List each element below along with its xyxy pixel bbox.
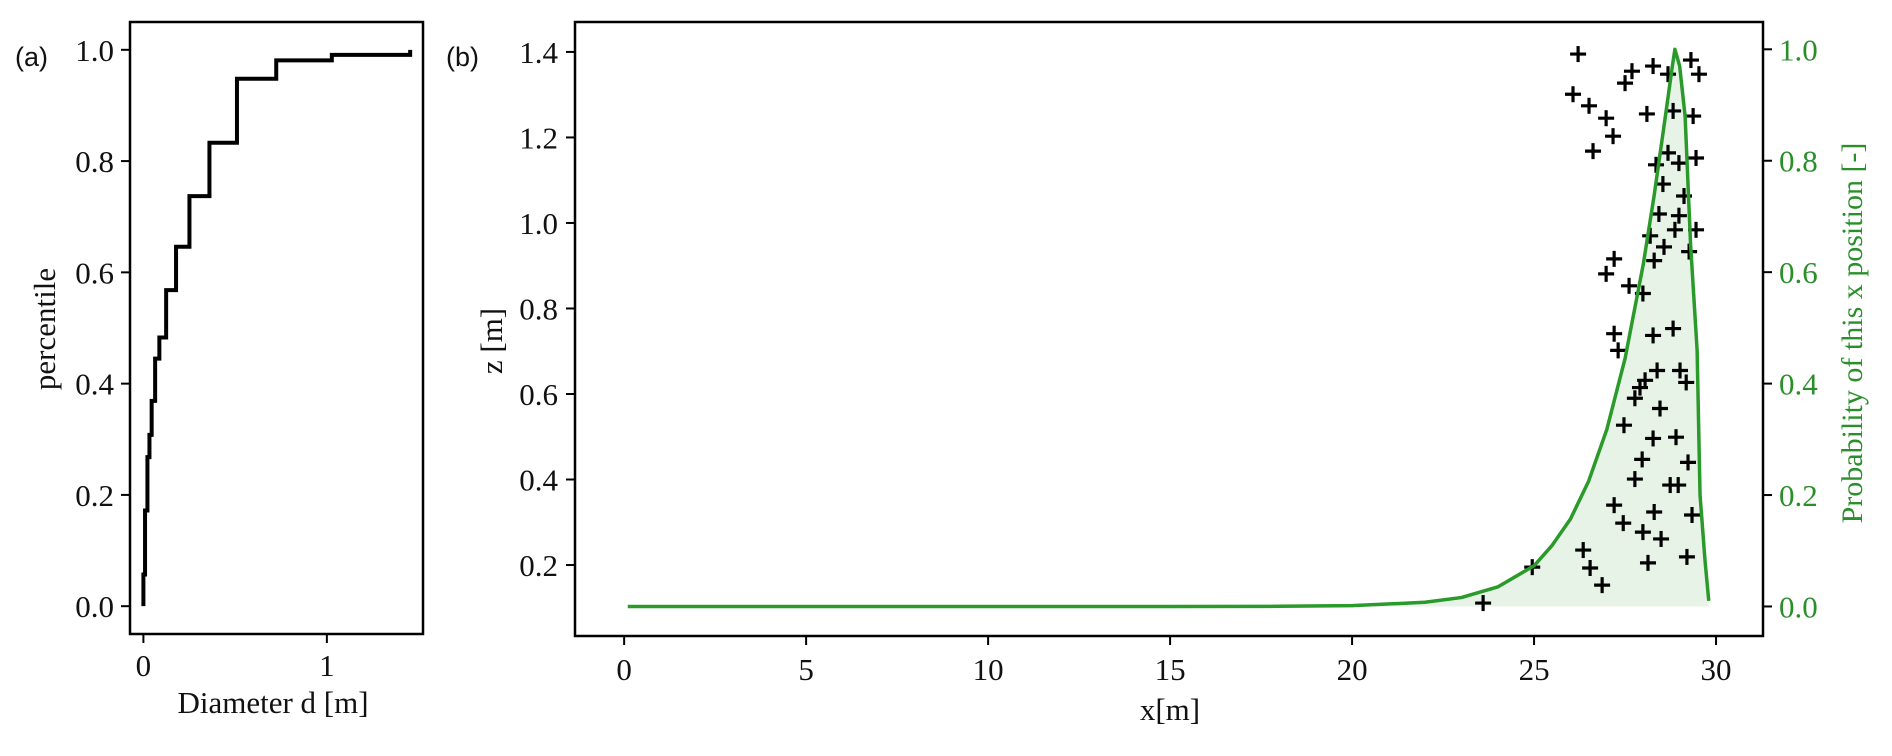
scatter-point xyxy=(1646,252,1663,269)
x-tick-label: 5 xyxy=(798,652,814,687)
scatter-point xyxy=(1678,548,1695,565)
x-tick-label: 10 xyxy=(973,652,1004,687)
x-tick-label: 20 xyxy=(1337,652,1368,687)
panel-label: (b) xyxy=(446,42,479,72)
right-y-tick-label: 0.8 xyxy=(1779,144,1818,179)
axes-frame xyxy=(573,20,1765,638)
y-tick-label: 0.0 xyxy=(75,589,114,624)
y-tick-label: 0.2 xyxy=(75,478,114,513)
scatter-point xyxy=(1670,155,1687,172)
scatter-point xyxy=(1645,58,1662,75)
scatter-point xyxy=(1594,577,1611,594)
scatter-point xyxy=(1684,506,1701,523)
scatter-point xyxy=(1668,429,1685,446)
scatter-point xyxy=(1656,238,1672,255)
scatter-point xyxy=(1670,207,1687,224)
scatter-point xyxy=(1634,524,1651,541)
scatter-point xyxy=(1606,497,1623,514)
scatter-point xyxy=(1670,477,1687,494)
scatter-point xyxy=(1651,400,1668,417)
scatter-point xyxy=(1645,327,1662,344)
axes-frame xyxy=(128,20,425,636)
x-tick-label: 1 xyxy=(319,648,335,683)
scatter-point xyxy=(1660,144,1677,161)
y-axis-label: z [m] xyxy=(474,308,509,374)
y-tick-label: 1.4 xyxy=(519,35,558,70)
y-tick-label: 0.4 xyxy=(519,463,558,498)
right-y-tick-label: 0.4 xyxy=(1779,367,1818,402)
x-axis-label: Diameter d [m] xyxy=(177,685,368,720)
y-tick-label: 0.2 xyxy=(519,548,558,583)
scatter-point xyxy=(1690,66,1707,83)
scatter-point xyxy=(1665,320,1682,337)
right-y-tick-label: 0.2 xyxy=(1779,478,1818,513)
right-y-tick-label: 0.0 xyxy=(1779,589,1818,624)
scatter-point xyxy=(1653,530,1670,547)
probability-curve xyxy=(627,47,1711,609)
y-tick-label: 0.4 xyxy=(75,367,114,402)
scatter-point xyxy=(1650,205,1667,222)
scatter-point xyxy=(1680,454,1697,471)
scatter-point xyxy=(1626,471,1643,488)
scatter-point xyxy=(1631,379,1648,396)
scatter-point xyxy=(1660,66,1677,83)
scatter-point xyxy=(1605,128,1622,145)
scatter-point xyxy=(1606,325,1623,342)
y-tick-label: 0.6 xyxy=(519,377,558,412)
scatter-point xyxy=(1654,176,1671,193)
scatter-point xyxy=(1685,108,1702,125)
right-y-tick-label: 0.6 xyxy=(1779,255,1818,290)
scatter-point xyxy=(1623,63,1640,80)
scatter-point xyxy=(1666,221,1683,238)
scatter-point xyxy=(1598,110,1615,127)
scatter-point xyxy=(1581,97,1598,114)
cdf-step-line xyxy=(141,49,413,607)
scatter-point xyxy=(1678,374,1695,391)
scatter-point xyxy=(1617,75,1634,92)
right-y-tick-label: 1.0 xyxy=(1779,32,1818,67)
scatter-point xyxy=(1682,52,1699,69)
scatter-point xyxy=(1688,149,1705,166)
scatter-point xyxy=(1615,417,1632,434)
panel-b: 0.2 0.4 0.6 0.8 1.0 1.2 1.4 0.0 0.2 0.4 0.6 0.8 1.0 0… xyxy=(446,20,1869,727)
panel-label: (a) xyxy=(15,42,48,72)
x-axis-label: x[m] xyxy=(1140,692,1200,727)
scatter-point xyxy=(1570,46,1587,63)
scatter-point xyxy=(1672,362,1689,379)
y-tick-label: 0.6 xyxy=(75,255,114,290)
scatter-point xyxy=(1610,342,1627,359)
y-tick-label: 1.0 xyxy=(75,33,114,68)
scatter-point xyxy=(1582,560,1599,577)
scatter-point xyxy=(1626,390,1643,407)
y-axis-label: percentile xyxy=(27,268,62,390)
y-tick-label: 1.2 xyxy=(519,120,558,155)
scatter-point xyxy=(1565,86,1582,103)
right-y-axis-label: Probability of this x position [-] xyxy=(1836,143,1869,524)
y-tick-label: 0.8 xyxy=(75,144,114,179)
x-tick-label: 25 xyxy=(1519,652,1550,687)
scatter-point xyxy=(1645,430,1662,447)
scatter-point xyxy=(1639,554,1656,571)
scatter-point xyxy=(1585,143,1602,160)
x-tick-label: 0 xyxy=(616,652,632,687)
scatter-point xyxy=(1646,504,1663,521)
scatter-point xyxy=(1649,362,1666,379)
scatter-point xyxy=(1475,595,1492,612)
probability-fill xyxy=(627,49,1709,607)
scatter-point xyxy=(1575,542,1592,559)
scatter-point xyxy=(1634,451,1651,468)
scatter-point xyxy=(1615,515,1632,532)
x-tick-label: 0 xyxy=(136,648,152,683)
scatter-point xyxy=(1598,265,1615,282)
y-tick-label: 1.0 xyxy=(519,206,558,241)
y-tick-label: 0.8 xyxy=(519,291,558,326)
scatter-point xyxy=(1606,250,1623,267)
x-tick-label: 15 xyxy=(1155,652,1186,687)
scatter-point xyxy=(1621,277,1638,294)
scatter-point xyxy=(1638,105,1655,122)
x-tick-label: 30 xyxy=(1701,652,1732,687)
